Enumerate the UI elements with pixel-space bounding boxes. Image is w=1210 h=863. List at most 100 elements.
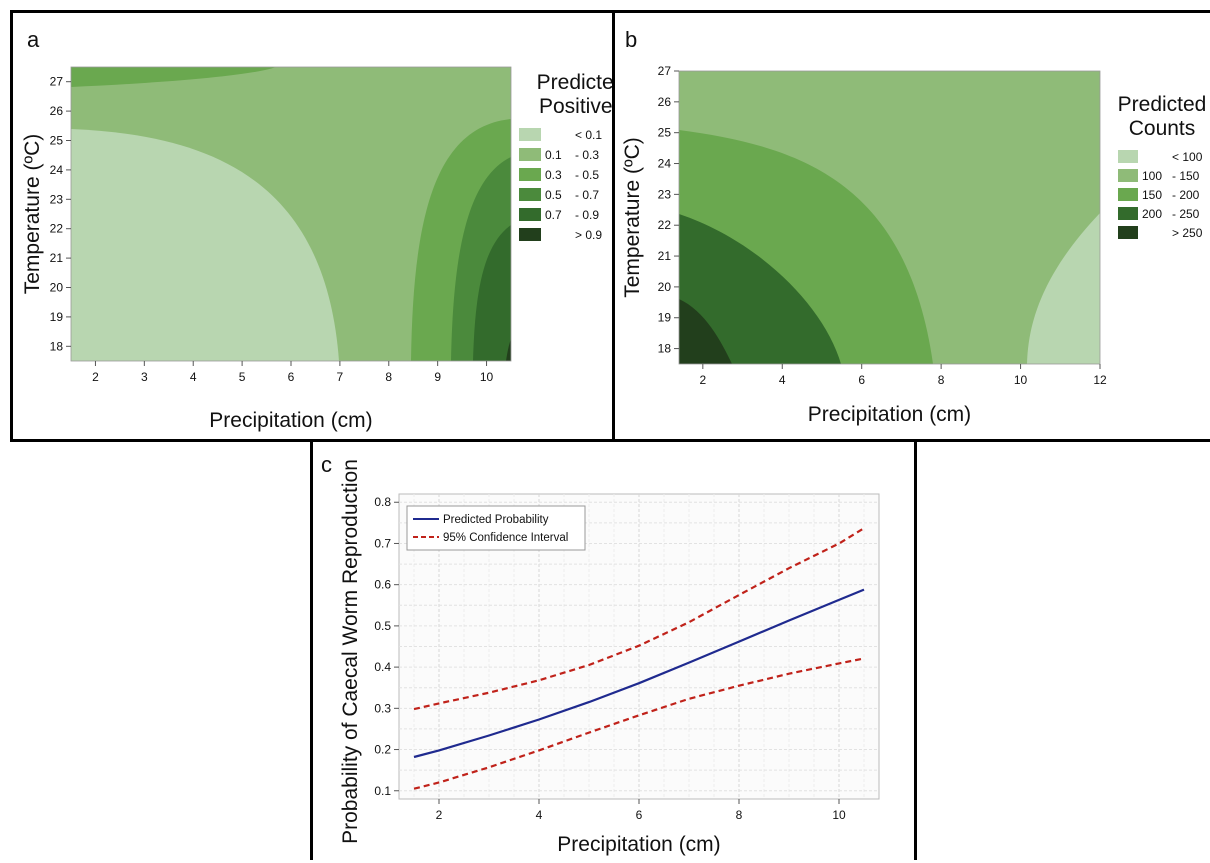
legend-swatch — [519, 148, 541, 161]
x-tick-label: 2 — [699, 373, 706, 387]
x-tick-label: 2 — [436, 808, 443, 822]
contour-region — [679, 299, 732, 364]
x-tick-label: 7 — [337, 370, 344, 384]
legend-swatch — [519, 208, 541, 221]
legend-swatch — [1118, 188, 1138, 201]
y-tick-label: 18 — [50, 339, 64, 353]
y-tick-label: 20 — [50, 281, 64, 295]
legend-swatch — [1118, 207, 1138, 220]
y-tick-label: 0.2 — [374, 743, 391, 757]
legend-swatch — [519, 128, 541, 141]
panel-a: a 2 3 4 5 6 7 8 9 10 18 19 20 21 22 23 24 25 26 27 Precipita… — [10, 10, 625, 442]
y-tick-label: 25 — [50, 134, 64, 148]
legend-label: - 200 — [1172, 188, 1200, 202]
y-tick-label: 22 — [50, 222, 64, 236]
x-tick-label: 6 — [858, 373, 865, 387]
legend-label: - 0.7 — [575, 188, 599, 202]
panel-a-chart: a2 3 4 5 6 7 8 9 1018192021222324252627Precipita… — [21, 27, 625, 432]
legend-label: 100 — [1142, 169, 1162, 183]
panel-b-chart: b2 4 6 8 10 1218192021222324252627Precipitati… — [621, 27, 1207, 426]
x-tick-label: 10 — [1014, 373, 1028, 387]
x-tick-label: 6 — [288, 370, 295, 384]
x-tick-label: 9 — [434, 370, 441, 384]
legend-label: 200 — [1142, 207, 1162, 221]
panel-label-a: a — [27, 27, 40, 52]
y-tick-label: 0.5 — [374, 619, 391, 633]
contour-region — [679, 214, 841, 364]
legend-label: 150 — [1142, 188, 1162, 202]
panel-c-chart: c 2 4 6 8 10 0.1 0.2 0.3 0.4 0.5 0.6 0.7 0.8 Predicted… — [321, 452, 880, 856]
legend-swatch — [1118, 150, 1138, 163]
panel-label-b: b — [625, 27, 637, 52]
y-tick-label: 27 — [50, 75, 64, 89]
x-tick-label: 8 — [736, 808, 743, 822]
legend-title: Positives — [539, 95, 623, 118]
y-tick-label: 18 — [658, 342, 672, 356]
legend-label: > 250 — [1172, 226, 1203, 240]
legend-swatch — [519, 188, 541, 201]
y-axis-label: Temperature (ºC) — [621, 137, 644, 298]
x-axis-label: Precipitation (cm) — [808, 403, 971, 426]
panel-label-c: c — [321, 452, 332, 477]
y-tick-label: 0.4 — [374, 660, 391, 674]
y-tick-label: 0.6 — [374, 578, 391, 592]
y-tick-label: 0.7 — [374, 536, 391, 550]
y-tick-label: 22 — [658, 218, 672, 232]
legend-label: 0.7 — [545, 208, 562, 222]
legend-label: - 0.3 — [575, 148, 599, 162]
ci-lower-line — [413, 657, 865, 790]
legend-label: - 0.5 — [575, 168, 599, 182]
ci-upper-line — [413, 527, 865, 711]
legend-label: Predicted Probability — [443, 514, 549, 526]
x-tick-label: 10 — [832, 808, 846, 822]
y-tick-label: 24 — [50, 163, 64, 177]
y-tick-label: 0.1 — [374, 784, 391, 798]
contour-region — [506, 339, 511, 361]
legend-box — [406, 505, 586, 551]
legend-label: - 150 — [1172, 169, 1200, 183]
y-tick-label: 19 — [658, 311, 672, 325]
legend-label: 0.5 — [545, 188, 562, 202]
x-tick-label: 4 — [190, 370, 197, 384]
y-axis-label: Probability of Caecal Worm Reproduction — [339, 459, 362, 844]
legend-label: - 0.9 — [575, 208, 599, 222]
y-tick-label: 19 — [50, 310, 64, 324]
legend-title: Predicted — [537, 71, 626, 94]
legend-label: < 0.1 — [575, 128, 602, 142]
y-tick-label: 26 — [658, 95, 672, 109]
panel-b: b 2 4 6 8 10 12 18 19 20 21 22 23 24 25 26 27 Precipitati… — [612, 10, 1210, 442]
x-tick-label: 4 — [779, 373, 786, 387]
legend-label: < 100 — [1172, 150, 1203, 164]
x-tick-label: 2 — [92, 370, 99, 384]
legend-swatch — [1118, 226, 1138, 239]
legend-label: - 250 — [1172, 207, 1200, 221]
plot-frame — [678, 70, 1101, 365]
y-axis-label: Temperature (ºC) — [21, 134, 44, 295]
y-tick-label: 0.8 — [374, 495, 391, 509]
contour-region — [71, 67, 276, 87]
contour-region — [71, 129, 339, 361]
contour-region — [473, 225, 511, 361]
legend-label: > 0.9 — [575, 228, 602, 242]
y-tick-label: 21 — [658, 249, 672, 263]
legend-title: Predicted — [1118, 93, 1207, 116]
legend-title: Counts — [1129, 117, 1196, 140]
legend-label: 0.3 — [545, 168, 562, 182]
y-tick-label: 20 — [658, 280, 672, 294]
y-tick-label: 25 — [658, 126, 672, 140]
x-tick-label: 10 — [480, 370, 494, 384]
y-tick-label: 27 — [658, 64, 672, 78]
panel-c: c 2 4 6 8 10 0.1 0.2 0.3 0.4 0.5 0.6 0.7 0.8 Predicted… — [310, 439, 917, 860]
x-tick-label: 8 — [938, 373, 945, 387]
legend-swatch — [519, 228, 541, 241]
legend-label: 0.1 — [545, 148, 562, 162]
legend-swatch — [519, 168, 541, 181]
y-tick-label: 0.3 — [374, 701, 391, 715]
x-axis-label: Precipitation (cm) — [557, 833, 720, 856]
predicted-probability-line — [413, 588, 865, 759]
y-tick-label: 24 — [658, 157, 672, 171]
x-axis-label: Precipitation (cm) — [209, 409, 372, 432]
x-tick-label: 8 — [385, 370, 392, 384]
x-tick-label: 5 — [239, 370, 246, 384]
legend-swatch — [1118, 169, 1138, 182]
